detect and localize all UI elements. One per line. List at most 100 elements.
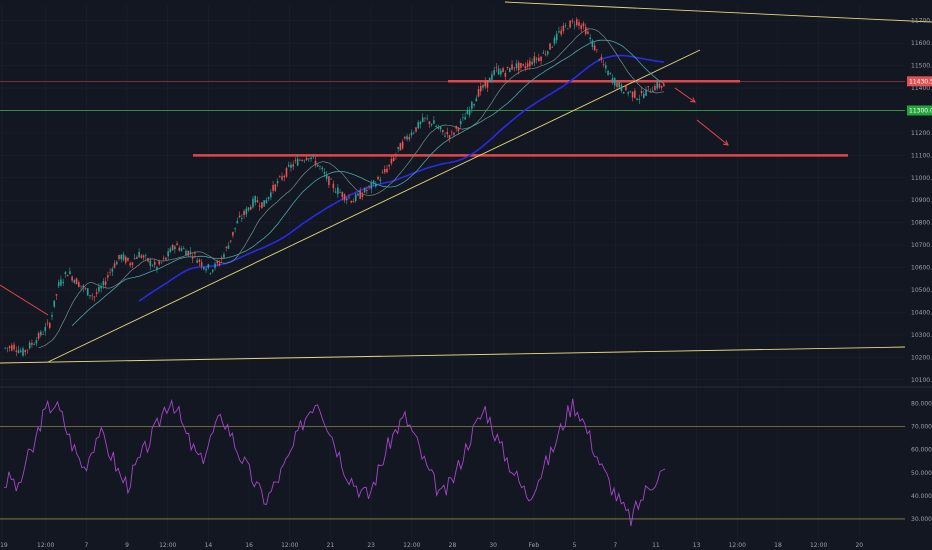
candle-body — [399, 143, 402, 151]
trendline-upper-yellow[interactable] — [504, 1, 932, 23]
candle-body — [629, 91, 632, 92]
candle-body — [609, 72, 612, 74]
candle-body — [424, 117, 426, 119]
candle-body — [82, 285, 85, 289]
candle-body — [180, 248, 183, 251]
candle-body — [412, 132, 415, 134]
candle-body — [86, 288, 89, 296]
candle-body — [531, 62, 533, 65]
time-tick-label: 14 — [205, 542, 213, 549]
time-tick-label: 12:00 — [281, 542, 298, 549]
candle-body — [584, 27, 587, 35]
candle-body — [466, 109, 469, 115]
candle-body — [522, 64, 524, 66]
candles — [4, 17, 665, 357]
time-tick-label: 18 — [774, 542, 782, 549]
candle-body — [247, 207, 250, 211]
candle-body — [569, 20, 571, 28]
candle-body — [627, 92, 629, 94]
candle-body — [397, 146, 399, 149]
candle-body — [381, 172, 384, 174]
candle-body — [46, 322, 49, 324]
candle-body — [509, 68, 511, 73]
candle-body — [433, 120, 435, 124]
candle-body — [363, 188, 366, 193]
price-tick-label: 11200.0 — [911, 130, 932, 137]
candle-body — [182, 248, 185, 249]
candle-body — [256, 200, 259, 203]
candle-body — [542, 52, 545, 54]
candle-body — [582, 23, 585, 27]
candle-body — [28, 342, 31, 349]
candle-body — [33, 344, 35, 345]
candle-body — [457, 128, 460, 132]
candle-body — [200, 262, 203, 267]
candle-body — [100, 286, 102, 289]
price-tick-label: 11500.0 — [911, 63, 932, 70]
down-arrow-1[interactable] — [674, 87, 696, 103]
candle-body — [343, 194, 346, 201]
candle-body — [145, 255, 147, 256]
candle-body — [354, 194, 357, 201]
candle-body — [158, 261, 160, 265]
candle-body — [598, 59, 600, 61]
candle-body — [375, 183, 377, 187]
candle-body — [187, 250, 190, 256]
rsi-line — [3, 398, 666, 527]
candle-body — [214, 263, 216, 269]
candle-body — [133, 258, 136, 259]
horizontal-levels[interactable] — [0, 80, 905, 157]
trend-lines[interactable] — [0, 1, 932, 364]
candle-body — [274, 184, 277, 191]
candle-body — [551, 47, 554, 48]
candle-body — [549, 43, 551, 50]
candle-body — [540, 56, 542, 62]
candle-body — [124, 256, 127, 263]
candle-body — [361, 194, 364, 197]
candle-body — [111, 268, 114, 272]
candle-body — [502, 68, 504, 73]
candle-body — [341, 191, 344, 198]
candle-body — [305, 157, 308, 161]
candle-body — [593, 45, 596, 51]
candle-body — [78, 282, 80, 287]
candle-body — [488, 77, 491, 83]
rsi-tick-label: 60.0000 — [911, 447, 932, 454]
price-flags: 11430.5 11300.0 — [907, 76, 932, 116]
candle-body — [600, 56, 603, 60]
candle-body — [435, 125, 437, 127]
candle-body — [6, 347, 9, 349]
candle-body — [368, 185, 370, 187]
candle-body — [319, 166, 321, 167]
candle-body — [227, 245, 230, 249]
down-arrow-2[interactable] — [696, 119, 729, 146]
price-flag — [907, 105, 932, 116]
candle-body — [165, 257, 167, 260]
candle-body — [663, 83, 665, 87]
candle-body — [299, 160, 301, 161]
candle-body — [462, 117, 464, 118]
candle-body — [276, 181, 279, 184]
candle-body — [95, 292, 98, 294]
time-tick-label: 12:00 — [810, 542, 827, 549]
trendline-lower-yellow[interactable] — [0, 346, 906, 364]
candle-body — [388, 164, 390, 167]
candle-body — [607, 70, 609, 76]
price-flag-label: 11430.5 — [909, 78, 932, 85]
candle-body — [417, 122, 420, 129]
candle-body — [131, 262, 134, 266]
candle-body — [290, 164, 292, 168]
candle-body — [386, 168, 388, 173]
candle-body — [486, 80, 489, 88]
candle-body — [169, 248, 172, 253]
candle-body — [636, 98, 638, 100]
candle-body — [573, 24, 576, 26]
candle-body — [578, 22, 580, 26]
candle-body — [232, 231, 234, 236]
candle-body — [140, 255, 143, 258]
trendline-rising-yellow[interactable] — [47, 49, 701, 363]
candle-body — [337, 187, 339, 195]
projection-arrows[interactable] — [674, 87, 729, 146]
candle-body — [401, 141, 404, 149]
